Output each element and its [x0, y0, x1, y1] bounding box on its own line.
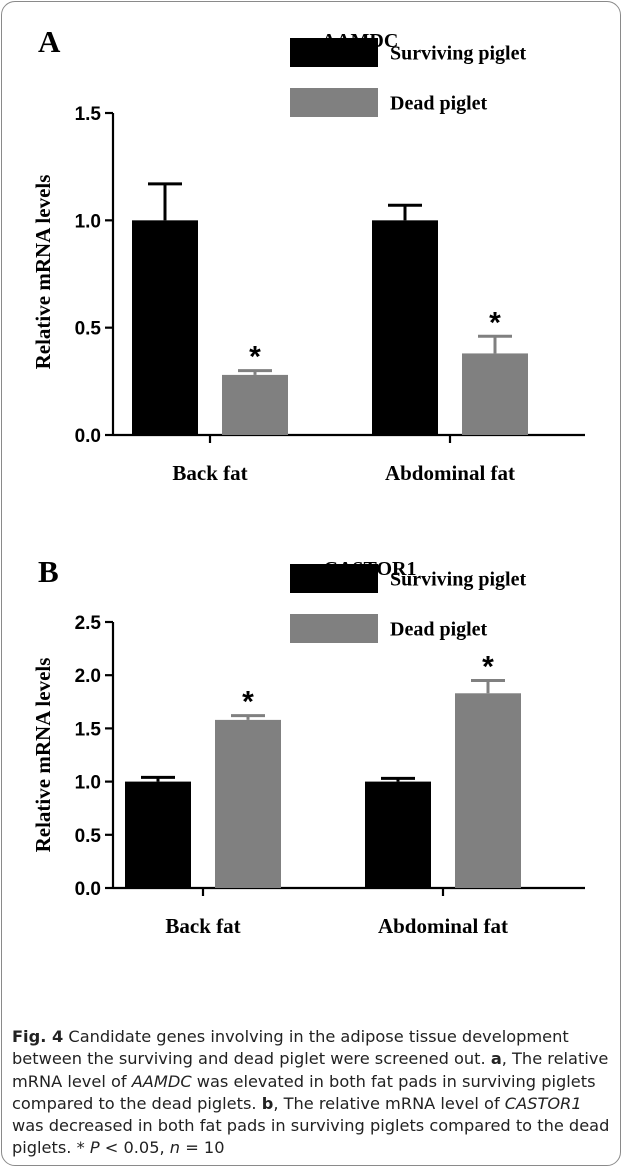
caption-a-label: a — [490, 1049, 502, 1069]
caption-gene-1: AAMDC — [131, 1071, 192, 1091]
panel-label: A — [38, 24, 61, 59]
caption-n-symbol: n — [169, 1138, 181, 1158]
bar-back-fat-surviving — [132, 220, 198, 435]
bar-back-fat-surviving — [125, 781, 191, 888]
caption-b-label: b — [261, 1093, 274, 1113]
significance-marker: * — [249, 341, 261, 374]
panel-label: B — [38, 554, 59, 589]
bar-abdominal-fat-dead — [462, 353, 528, 435]
legend-label-1: Dead piglet — [390, 93, 488, 115]
caption-text-3: was elevated in both fat pads in survivi… — [12, 1071, 596, 1113]
y-tick-label: 0.0 — [75, 879, 101, 900]
caption-p-symbol: P — [89, 1138, 100, 1158]
legend-swatch-1 — [290, 88, 378, 117]
caption-text-6: < 0.05, — [99, 1138, 170, 1158]
y-axis-label: Relative mRNA levels — [31, 175, 55, 370]
legend-label-0: Surviving piglet — [390, 569, 526, 591]
x-category-label: Abdominal fat — [385, 461, 515, 485]
caption-text-7: = 10 — [180, 1138, 225, 1158]
bar-abdominal-fat-surviving — [372, 220, 438, 435]
x-category-label: Back fat — [172, 461, 247, 485]
y-tick-label: 0.5 — [75, 826, 102, 847]
y-tick-label: 1.0 — [75, 773, 101, 794]
legend-swatch-0 — [290, 564, 378, 593]
bar-back-fat-dead — [215, 719, 281, 888]
y-tick-label: 1.0 — [75, 211, 101, 232]
x-category-label: Abdominal fat — [378, 914, 508, 938]
significance-marker: * — [482, 651, 494, 684]
bar-abdominal-fat-surviving — [365, 781, 431, 888]
legend-swatch-0 — [290, 38, 378, 67]
legend-label-0: Surviving piglet — [390, 43, 526, 65]
figure-caption: Fig. 4 Candidate genes involving in the … — [12, 1026, 612, 1160]
y-tick-label: 1.5 — [75, 719, 102, 740]
caption-text-5: was decreased in both fat pads in surviv… — [12, 1116, 610, 1158]
caption-text-2: , The relative mRNA level of — [12, 1049, 609, 1091]
caption-text-4: , The relative mRNA level of — [273, 1093, 505, 1113]
y-tick-label: 0.0 — [75, 426, 101, 447]
caption-gene-2: CASTOR1 — [504, 1093, 582, 1113]
caption-fig-label: Fig. 4 — [12, 1027, 64, 1046]
y-tick-label: 1.5 — [75, 104, 102, 125]
significance-marker: * — [242, 686, 254, 719]
legend-swatch-1 — [290, 614, 378, 643]
x-category-label: Back fat — [165, 914, 240, 938]
bar-back-fat-dead — [222, 374, 288, 435]
y-tick-label: 2.5 — [75, 613, 102, 634]
significance-marker: * — [489, 306, 501, 339]
caption-text-1: Candidate genes involving in the adipose… — [12, 1027, 569, 1069]
y-tick-label: 0.5 — [75, 319, 102, 340]
bar-abdominal-fat-dead — [455, 693, 521, 888]
y-axis-label: Relative mRNA levels — [31, 658, 55, 853]
y-tick-label: 2.0 — [75, 666, 101, 687]
legend-label-1: Dead piglet — [390, 619, 488, 641]
